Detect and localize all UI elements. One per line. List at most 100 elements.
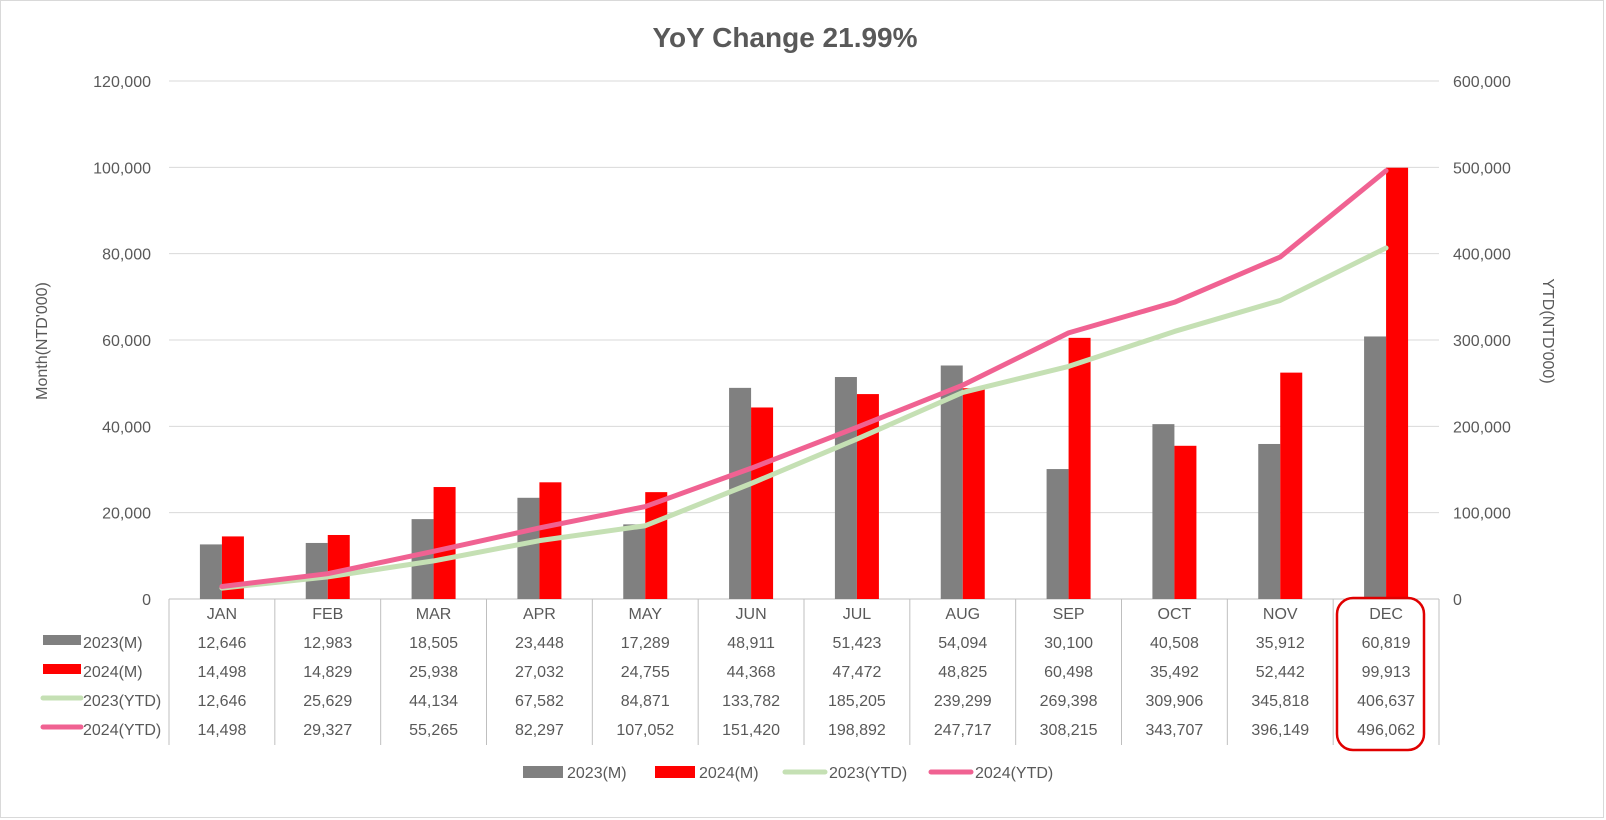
y-tick-label: 40,000 xyxy=(102,419,151,436)
data-label: 82,297 xyxy=(515,722,564,739)
category-label: NOV xyxy=(1263,606,1298,623)
data-label: 18,505 xyxy=(409,635,458,652)
data-label: 12,983 xyxy=(303,635,352,652)
row-label: 2023(YTD) xyxy=(83,693,161,710)
row-label: 2024(YTD) xyxy=(83,722,161,739)
legend-label: 2023(M) xyxy=(567,765,627,782)
bar-2024(M)-JUL xyxy=(856,394,879,599)
y-tick-label: 80,000 xyxy=(102,247,151,264)
bar-2024(M)-MAR xyxy=(433,487,456,599)
data-label: 25,629 xyxy=(303,693,352,710)
bar-2024(M)-AUG xyxy=(962,388,985,599)
data-label: 107,052 xyxy=(616,722,674,739)
category-label: JAN xyxy=(207,606,237,623)
row-label: 2023(M) xyxy=(83,635,143,652)
y-tick-label: 120,000 xyxy=(93,74,151,91)
line-2023(YTD) xyxy=(219,245,1389,591)
bars xyxy=(199,167,1409,600)
bar-2024(M)-JUN xyxy=(751,407,774,599)
category-label: JUN xyxy=(736,606,767,623)
y2-axis-ticks: 0 100,000 200,000 300,000 400,000 500,000 600,… xyxy=(1453,74,1511,609)
bar-2023(M)-JUL xyxy=(834,377,857,599)
data-label: 84,871 xyxy=(621,693,670,710)
y2-tick-label: 300,000 xyxy=(1453,333,1511,350)
data-label: 48,825 xyxy=(938,664,987,681)
data-label: 55,265 xyxy=(409,722,458,739)
data-label: 54,094 xyxy=(938,635,987,652)
y2-tick-label: 500,000 xyxy=(1453,160,1511,177)
data-label: 151,420 xyxy=(722,722,780,739)
data-label: 239,299 xyxy=(934,693,992,710)
bar-2024(M)-FEB xyxy=(327,534,350,599)
data-label: 496,062 xyxy=(1357,722,1415,739)
bar-2024(M)-OCT xyxy=(1174,445,1197,599)
y2-tick-label: 400,000 xyxy=(1453,247,1511,264)
legend: 2023(M) 2024(M) 2023(YTD) 2024(YTD) xyxy=(523,765,1053,782)
y2-tick-label: 200,000 xyxy=(1453,419,1511,436)
data-label: 345,818 xyxy=(1251,693,1309,710)
bar-2023(M)-DEC xyxy=(1364,336,1387,599)
data-label: 309,906 xyxy=(1145,693,1203,710)
bar-2024(M)-MAY xyxy=(645,492,668,599)
category-label: MAY xyxy=(629,606,663,623)
legend-label: 2024(YTD) xyxy=(975,765,1053,782)
data-label: 52,442 xyxy=(1256,664,1305,681)
data-label: 35,912 xyxy=(1256,635,1305,652)
y-axis-ticks: 0 20,000 40,000 60,000 80,000 100,000 120,000 xyxy=(93,74,151,609)
data-label: 12,646 xyxy=(197,693,246,710)
data-label: 67,582 xyxy=(515,693,564,710)
bar-2024(M)-DEC xyxy=(1386,167,1409,600)
y2-tick-label: 100,000 xyxy=(1453,506,1511,523)
bar-2023(M)-FEB xyxy=(305,542,328,599)
category-label: MAR xyxy=(416,606,452,623)
category-label: OCT xyxy=(1158,606,1192,623)
data-label: 47,472 xyxy=(832,664,881,681)
data-label: 17,289 xyxy=(621,635,670,652)
data-label: 343,707 xyxy=(1145,722,1203,739)
data-label: 99,913 xyxy=(1362,664,1411,681)
bar-2023(M)-JAN xyxy=(199,544,222,599)
row-key-2024(M) xyxy=(43,664,81,674)
data-label: 198,892 xyxy=(828,722,886,739)
data-label: 24,755 xyxy=(621,664,670,681)
data-label: 35,492 xyxy=(1150,664,1199,681)
gridlines xyxy=(169,80,1439,600)
data-label: 30,100 xyxy=(1044,635,1093,652)
y2-axis-title: YTD(NTD'000) xyxy=(1539,278,1556,383)
data-label: 51,423 xyxy=(832,635,881,652)
data-label: 308,215 xyxy=(1040,722,1098,739)
bar-2023(M)-NOV xyxy=(1258,443,1281,599)
y-tick-label: 0 xyxy=(142,592,151,609)
bar-2023(M)-APR xyxy=(517,497,540,599)
data-label: 14,498 xyxy=(197,722,246,739)
y2-tick-label: 0 xyxy=(1453,592,1462,609)
data-label: 44,134 xyxy=(409,693,458,710)
line-2024(YTD) xyxy=(219,168,1389,589)
data-label: 406,637 xyxy=(1357,693,1415,710)
chart-title: YoY Change 21.99% xyxy=(652,22,917,53)
data-label: 14,829 xyxy=(303,664,352,681)
data-label: 269,398 xyxy=(1040,693,1098,710)
bar-2024(M)-SEP xyxy=(1068,337,1091,599)
legend-label: 2024(M) xyxy=(699,765,759,782)
category-label: SEP xyxy=(1053,606,1085,623)
y-axis-title: Month(NTD'000) xyxy=(34,282,51,400)
data-label: 133,782 xyxy=(722,693,780,710)
bar-2023(M)-SEP xyxy=(1046,469,1069,599)
y-tick-label: 60,000 xyxy=(102,333,151,350)
data-label: 60,819 xyxy=(1362,635,1411,652)
bar-2023(M)-JUN xyxy=(729,387,752,599)
y2-tick-label: 600,000 xyxy=(1453,74,1511,91)
bar-2024(M)-NOV xyxy=(1280,372,1303,599)
row-label: 2024(M) xyxy=(83,664,143,681)
data-label: 396,149 xyxy=(1251,722,1309,739)
bar-2023(M)-MAR xyxy=(411,519,434,599)
category-label: FEB xyxy=(312,606,343,623)
category-label: AUG xyxy=(945,606,980,623)
data-label: 185,205 xyxy=(828,693,886,710)
data-label: 14,498 xyxy=(197,664,246,681)
y-tick-label: 100,000 xyxy=(93,160,151,177)
data-label: 27,032 xyxy=(515,664,564,681)
